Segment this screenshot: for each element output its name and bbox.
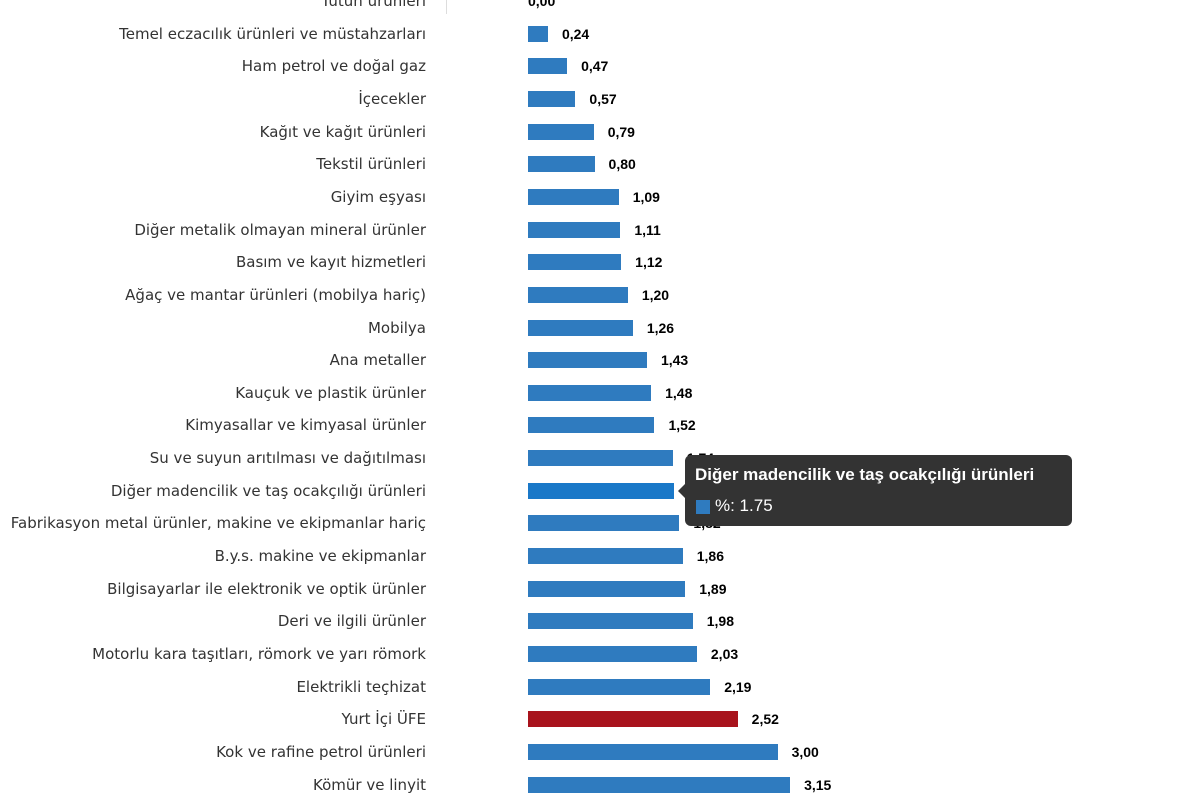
bar[interactable] (528, 711, 738, 728)
bar[interactable] (528, 678, 711, 695)
category-label: Motorlu kara taşıtları, römork ve yarı r… (92, 645, 426, 663)
bar[interactable] (528, 384, 652, 401)
tooltip-value: %: 1.75 (715, 496, 773, 515)
category-label: Yurt İçi ÜFE (341, 710, 426, 729)
bar[interactable] (528, 221, 621, 238)
category-label: Ağaç ve mantar ürünleri (mobilya hariç) (125, 285, 426, 304)
bar[interactable] (528, 580, 686, 597)
value-label: 0,80 (608, 156, 636, 173)
bar[interactable] (528, 646, 697, 662)
value-label: 0,57 (589, 90, 617, 107)
bar[interactable] (528, 743, 778, 760)
bar[interactable] (528, 286, 628, 303)
axis-line (446, 0, 447, 14)
bar[interactable] (528, 25, 548, 42)
value-label: 3,15 (804, 776, 832, 793)
bar[interactable] (528, 417, 655, 434)
value-label: 3,00 (791, 743, 819, 760)
value-label: 2,19 (724, 678, 752, 695)
category-label: Mobilya (367, 318, 426, 337)
category-label: Fabrikasyon metal ürünler, makine ve eki… (10, 514, 426, 533)
category-label: Kok ve rafine petrol ürünleri (216, 742, 426, 761)
bar[interactable] (528, 123, 594, 140)
bar[interactable] (528, 188, 619, 205)
value-label: 1,98 (706, 613, 734, 630)
category-label: Deri ve ilgili ürünler (277, 612, 426, 631)
category-label: Su ve suyun arıtılması ve dağıtılması (149, 449, 426, 468)
bar[interactable] (528, 254, 622, 271)
category-label: Giyim eşyası (330, 187, 426, 206)
bar[interactable] (528, 482, 674, 499)
category-label: Bilgisayarlar ile elektronik ve optik ür… (107, 579, 426, 598)
value-label: 1,11 (634, 221, 661, 238)
category-label: Diğer madencilik ve taş ocakçılığı ürünl… (110, 481, 426, 500)
bar[interactable] (528, 156, 595, 173)
bar[interactable] (528, 319, 633, 336)
category-label: Ham petrol ve doğal gaz (241, 57, 426, 76)
bar[interactable] (528, 548, 683, 565)
value-label: 1,86 (696, 548, 724, 565)
bar[interactable] (528, 515, 680, 532)
value-label: 0,00 (528, 0, 556, 9)
value-label: 1,09 (632, 188, 660, 205)
value-label: 2,52 (751, 711, 779, 728)
value-label: 0,79 (607, 123, 635, 140)
value-label: 1,26 (646, 319, 675, 336)
category-label: Ana metaller (329, 351, 426, 370)
tooltip: Diğer madencilik ve taş ocakçılığı ürünl… (678, 455, 1072, 526)
tooltip-swatch (696, 500, 710, 514)
bar[interactable] (528, 776, 791, 793)
value-label: 1,12 (635, 254, 663, 271)
category-label: Basım ve kayıt hizmetleri (235, 253, 426, 272)
value-label: 1,52 (668, 417, 696, 434)
category-label: Kağıt ve kağıt ürünleri (259, 122, 426, 141)
value-label: 1,89 (699, 580, 727, 597)
bar[interactable] (528, 90, 576, 107)
value-label: 1,20 (641, 286, 670, 303)
value-label: 0,24 (561, 25, 590, 42)
bar[interactable] (528, 613, 693, 630)
category-label: İçecekler (358, 89, 426, 108)
category-label: Kömür ve linyit (313, 775, 426, 794)
category-label: Tütün ürünleri (321, 0, 426, 10)
bar[interactable] (528, 450, 673, 467)
category-label: B.y.s. makine ve ekipmanlar (214, 547, 426, 566)
value-label: 1,43 (660, 352, 689, 369)
category-label: Elektrikli teçhizat (296, 677, 426, 696)
bar[interactable] (528, 58, 568, 75)
category-label: Temel eczacılık ürünleri ve müstahzarlar… (119, 24, 426, 43)
tooltip-title: Diğer madencilik ve taş ocakçılığı ürünl… (695, 465, 1035, 484)
category-label: Kauçuk ve plastik ürünler (235, 383, 426, 402)
value-label: 2,03 (710, 646, 739, 662)
value-label: 1,48 (665, 384, 693, 401)
category-label: Tekstil ürünleri (316, 155, 426, 174)
value-label: 0,47 (581, 58, 609, 75)
category-label: Diğer metalik olmayan mineral ürünler (134, 220, 426, 239)
category-label: Kimyasallar ve kimyasal ürünler (185, 416, 426, 435)
bar[interactable] (528, 352, 647, 369)
